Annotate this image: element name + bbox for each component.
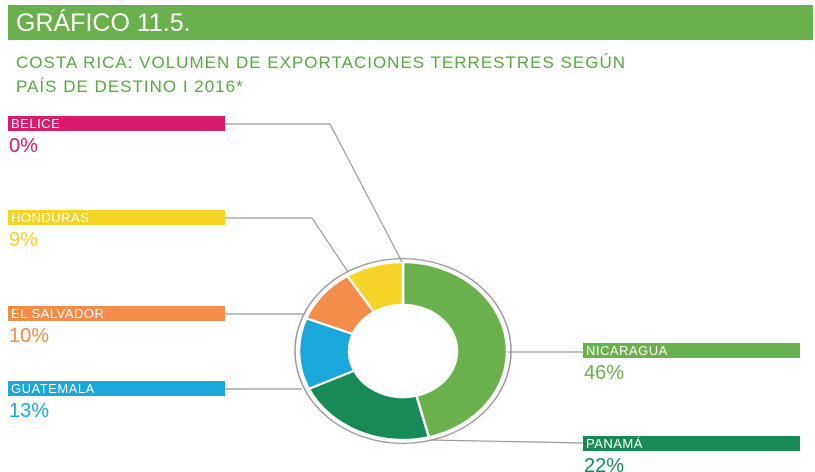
label-bar <box>8 306 225 321</box>
header: GRÁFICO 11.5. <box>16 8 191 37</box>
label-bar <box>583 343 800 358</box>
category-label: NICARAGUA <box>586 343 668 358</box>
chart-title: COSTA RICA: VOLUMEN DE EXPORTACIONES TER… <box>16 53 626 72</box>
value-label: 22% <box>584 455 624 472</box>
value-label: 10% <box>9 325 49 347</box>
slice <box>401 261 509 439</box>
value-label: 46% <box>584 362 624 384</box>
header-bar <box>8 5 813 40</box>
donut <box>294 258 512 444</box>
slice <box>345 261 405 314</box>
value-label: 0% <box>9 135 38 157</box>
category-label: BELICE <box>11 116 60 131</box>
slice <box>307 369 431 441</box>
leader-line <box>225 217 349 273</box>
label-bar <box>8 116 225 131</box>
leader-line <box>429 439 584 444</box>
leader-line <box>225 123 403 263</box>
label-bar <box>8 381 225 396</box>
category-label: PANAMÁ <box>586 436 643 451</box>
chart-title: PAÍS DE DESTINO I 2016* <box>16 77 244 96</box>
category-label: HONDURAS <box>11 210 89 225</box>
label-bar <box>8 210 225 225</box>
category-label: GUATEMALA <box>11 381 95 396</box>
category-label: EL SALVADOR <box>11 306 104 321</box>
value-label: 13% <box>9 400 49 422</box>
label-bar <box>583 436 800 451</box>
value-label: 9% <box>9 229 38 251</box>
outer-ring <box>294 258 512 444</box>
